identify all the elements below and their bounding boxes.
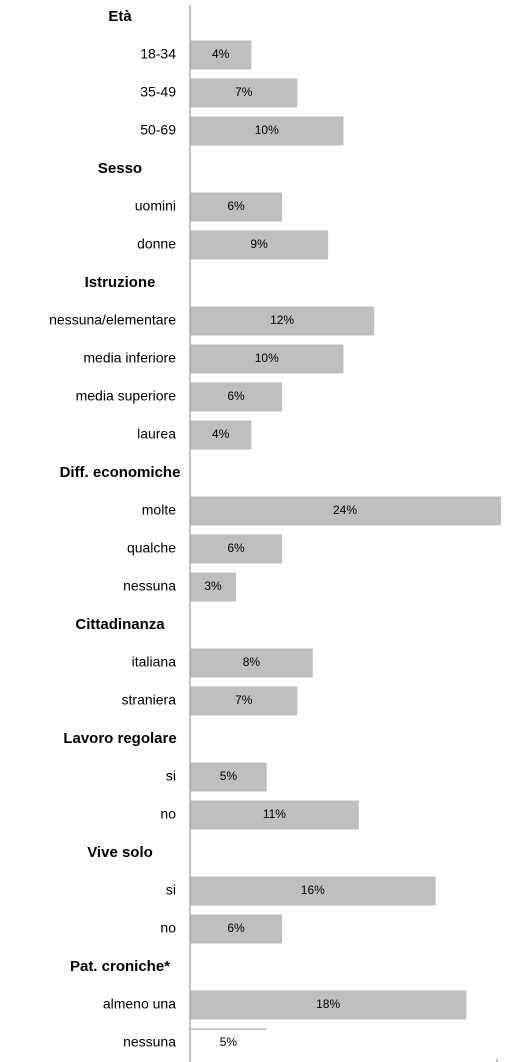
group-header: Diff. economiche bbox=[60, 464, 181, 481]
category-label: media inferiore bbox=[83, 350, 176, 366]
bar bbox=[190, 344, 344, 374]
category-label: donne bbox=[137, 236, 176, 252]
group-header: Età bbox=[108, 8, 132, 25]
category-label: italiana bbox=[132, 654, 177, 670]
bar bbox=[190, 306, 375, 336]
bar bbox=[190, 1028, 267, 1030]
bar bbox=[190, 990, 467, 1020]
category-label: no bbox=[160, 806, 176, 822]
bar bbox=[190, 40, 252, 70]
group-header: Cittadinanza bbox=[75, 616, 165, 633]
bar bbox=[190, 382, 283, 412]
category-label: no bbox=[160, 920, 176, 936]
value-label: 3% bbox=[204, 579, 222, 593]
bar bbox=[190, 534, 283, 564]
bar bbox=[190, 78, 298, 108]
value-label: 6% bbox=[227, 389, 245, 403]
category-label: si bbox=[166, 768, 176, 784]
value-label: 24% bbox=[333, 503, 357, 517]
value-label: 7% bbox=[235, 693, 253, 707]
value-label: 10% bbox=[255, 123, 279, 137]
bar bbox=[190, 116, 344, 146]
value-label: 5% bbox=[220, 1035, 238, 1049]
value-label: 6% bbox=[227, 921, 245, 935]
value-label: 5% bbox=[220, 769, 238, 783]
bar bbox=[190, 572, 237, 602]
group-header: Istruzione bbox=[85, 274, 156, 291]
category-label: nessuna bbox=[123, 578, 176, 594]
category-label: 18-34 bbox=[140, 46, 176, 62]
category-label: 35-49 bbox=[140, 84, 176, 100]
value-label: 4% bbox=[212, 427, 230, 441]
category-label: media superiore bbox=[76, 388, 177, 404]
category-label: si bbox=[166, 882, 176, 898]
value-label: 16% bbox=[301, 883, 325, 897]
group-header: Pat. croniche* bbox=[70, 958, 170, 975]
group-header: Lavoro regolare bbox=[63, 730, 176, 747]
category-label: straniera bbox=[122, 692, 177, 708]
plot-area bbox=[190, 40, 501, 1030]
value-label: 18% bbox=[316, 997, 340, 1011]
category-label: nessuna bbox=[123, 1034, 176, 1050]
bar bbox=[190, 420, 252, 450]
category-label: qualche bbox=[127, 540, 176, 556]
value-label: 6% bbox=[227, 199, 245, 213]
bar bbox=[190, 686, 298, 716]
category-label: nessuna/elementare bbox=[49, 312, 176, 328]
value-label: 8% bbox=[243, 655, 261, 669]
value-label: 7% bbox=[235, 85, 253, 99]
bar bbox=[190, 192, 283, 222]
bar bbox=[190, 762, 267, 792]
group-header: Vive solo bbox=[87, 844, 153, 861]
bar bbox=[190, 800, 359, 830]
category-label: uomini bbox=[135, 198, 176, 214]
bar bbox=[190, 230, 329, 260]
value-label: 10% bbox=[255, 351, 279, 365]
category-label: almeno una bbox=[103, 996, 176, 1012]
category-label: 50-69 bbox=[140, 122, 176, 138]
group-header: Sesso bbox=[98, 160, 142, 177]
bar bbox=[190, 876, 436, 906]
category-label: laurea bbox=[137, 426, 176, 442]
value-label: 6% bbox=[227, 541, 245, 555]
category-label: molte bbox=[142, 502, 176, 518]
value-label: 4% bbox=[212, 47, 230, 61]
bar bbox=[190, 496, 501, 526]
bar bbox=[190, 914, 283, 944]
value-label: 9% bbox=[250, 237, 268, 251]
value-label: 11% bbox=[263, 807, 286, 821]
bar bbox=[190, 648, 313, 678]
value-label: 12% bbox=[270, 313, 294, 327]
